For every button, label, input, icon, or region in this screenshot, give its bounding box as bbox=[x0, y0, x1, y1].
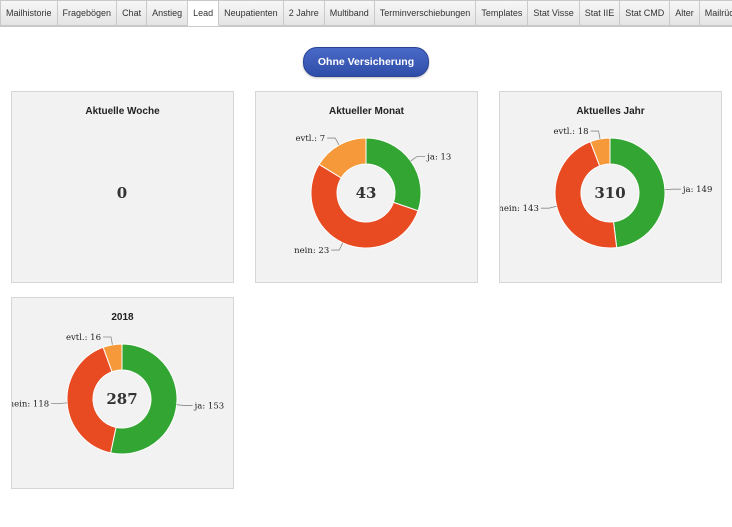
donut-chart-year: ja: 149 nein: 143 evtl.: 18 310 bbox=[500, 127, 713, 249]
tab-chat[interactable]: Chat bbox=[117, 0, 148, 26]
chart-title: Aktuelles Jahr bbox=[576, 106, 645, 117]
chart-panel-year: Aktuelles Jahr ja: 149 nein: 143 evtl.: 18… bbox=[499, 91, 722, 283]
tab-lead[interactable]: Lead bbox=[188, 0, 220, 26]
slice-label-evtl: evtl.: 18 bbox=[554, 127, 589, 137]
tab-terminverschiebungen[interactable]: Terminverschiebungen bbox=[374, 0, 477, 26]
slice-label-ja: ja: 149 bbox=[682, 185, 713, 195]
filter-area: Ohne Versicherung bbox=[0, 47, 732, 77]
leader-line-evtl bbox=[590, 130, 601, 139]
slice-nein bbox=[554, 140, 618, 249]
center-total: 310 bbox=[594, 184, 625, 202]
chart-title: Aktuelle Woche bbox=[85, 106, 160, 117]
leader-line-evtl bbox=[327, 137, 340, 146]
tab-2-jahre[interactable]: 2 Jahre bbox=[283, 0, 325, 26]
slice-label-nein: nein: 143 bbox=[500, 204, 539, 214]
leader-line-ja bbox=[410, 155, 426, 162]
slice-label-evtl: evtl.: 7 bbox=[296, 134, 326, 144]
center-total: 0 bbox=[117, 184, 127, 202]
tab-stat-visse[interactable]: Stat Visse bbox=[528, 0, 580, 26]
tab-mailrückl[interactable]: Mailrückl bbox=[699, 0, 732, 26]
center-total: 287 bbox=[106, 390, 137, 408]
tab-multiband[interactable]: Multiband bbox=[324, 0, 375, 26]
slice-ja bbox=[609, 137, 666, 249]
leader-line-nein bbox=[540, 205, 557, 209]
center-total: 43 bbox=[356, 184, 377, 202]
tab-templates[interactable]: Templates bbox=[476, 0, 529, 26]
chart-panel-week: Aktuelle Woche 0 bbox=[11, 91, 234, 283]
ohne-versicherung-button[interactable]: Ohne Versicherung bbox=[302, 47, 430, 77]
tab-neupatienten[interactable]: Neupatienten bbox=[219, 0, 284, 26]
chart-panel-2018: 2018 ja: 153 nein: 118 evtl.: 16 287 bbox=[11, 297, 234, 489]
leader-line-ja bbox=[176, 404, 193, 406]
leader-line-evtl bbox=[103, 336, 113, 345]
slice-evtl bbox=[102, 343, 123, 373]
tab-list: Mailhistorie Fragebögen Chat Anstieg Lead Neu… bbox=[0, 0, 732, 26]
tab-anstieg[interactable]: Anstieg bbox=[147, 0, 189, 26]
slice-label-nein: nein: 118 bbox=[12, 399, 49, 409]
tab-stat-iie[interactable]: Stat IIE bbox=[579, 0, 621, 26]
slice-nein bbox=[66, 346, 117, 454]
tab-fragebögen[interactable]: Fragebögen bbox=[57, 0, 118, 26]
chart-panel-month: Aktueller Monat ja: 13 nein: 23 evtl.: 7 43 bbox=[255, 91, 478, 283]
tab-alter[interactable]: Alter bbox=[670, 0, 700, 26]
leader-line-nein bbox=[51, 402, 68, 404]
donut-chart-week: 0 bbox=[117, 184, 127, 202]
tab-bar: Mailhistorie Fragebögen Chat Anstieg Lead Neu… bbox=[0, 0, 732, 27]
slice-evtl bbox=[318, 137, 367, 179]
chart-title: Aktueller Monat bbox=[328, 106, 404, 117]
leader-line-nein bbox=[331, 242, 344, 251]
slice-label-evtl: evtl.: 16 bbox=[66, 333, 101, 343]
donut-chart-2018: ja: 153 nein: 118 evtl.: 16 287 bbox=[12, 333, 225, 455]
slice-ja bbox=[110, 343, 178, 455]
chart-title: 2018 bbox=[111, 312, 134, 323]
slice-label-ja: ja: 153 bbox=[194, 402, 225, 412]
slice-evtl bbox=[589, 137, 611, 167]
donut-chart-month: ja: 13 nein: 23 evtl.: 7 43 bbox=[294, 134, 451, 256]
slice-nein bbox=[310, 163, 419, 249]
tab-mailhistorie[interactable]: Mailhistorie bbox=[0, 0, 58, 26]
slice-label-nein: nein: 23 bbox=[294, 246, 329, 256]
tab-stat-cmd[interactable]: Stat CMD bbox=[620, 0, 671, 26]
slice-label-ja: ja: 13 bbox=[426, 152, 451, 162]
